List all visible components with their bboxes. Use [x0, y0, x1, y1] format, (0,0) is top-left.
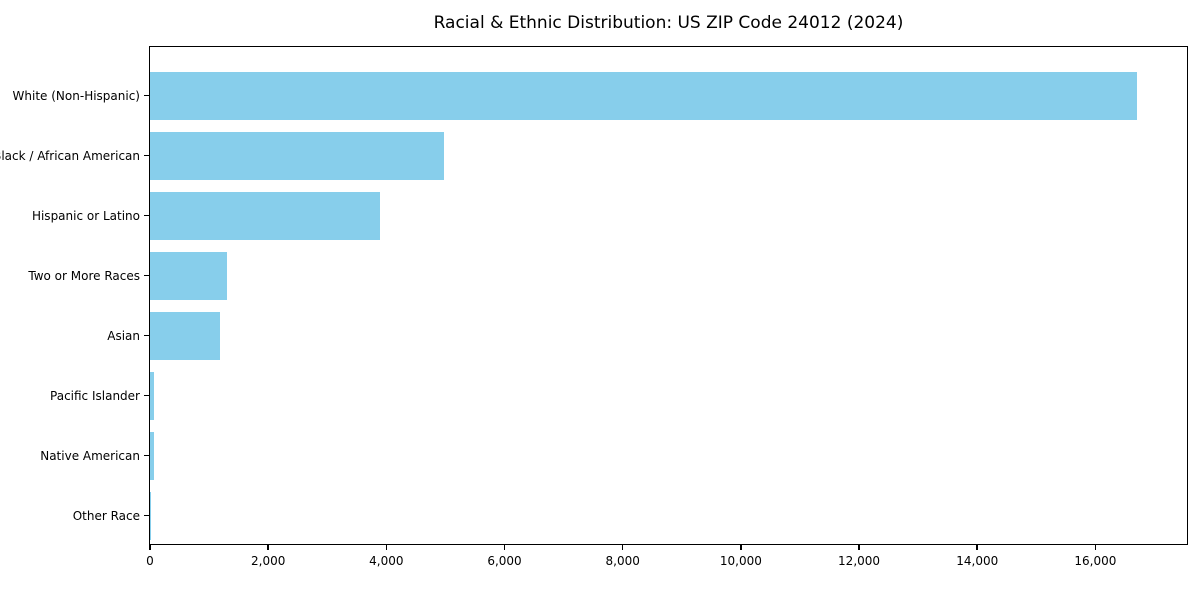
x-tick-label: 2,000	[250, 554, 286, 568]
bar	[150, 491, 151, 540]
bar	[150, 191, 381, 240]
x-tick-label: 6,000	[487, 554, 522, 568]
y-axis-label: Other Race	[72, 508, 140, 523]
bar	[150, 71, 1137, 120]
x-tick-label: 14,000	[956, 554, 999, 568]
x-tick-label: 16,000	[1074, 554, 1117, 568]
x-tick-mark	[976, 544, 978, 550]
y-tick-mark	[144, 334, 150, 337]
y-axis-label: Two or More Races	[28, 268, 140, 283]
x-tick-mark	[149, 544, 151, 550]
x-tick-mark	[267, 544, 269, 550]
y-axis-label: White (Non-Hispanic)	[12, 88, 140, 103]
y-tick-mark	[144, 394, 150, 397]
y-tick-mark	[144, 154, 150, 157]
y-axis-label: Black / African American	[0, 148, 140, 163]
chart-title: Racial & Ethnic Distribution: US ZIP Cod…	[433, 13, 904, 33]
x-tick-label: 12,000	[838, 554, 881, 568]
y-tick-mark	[144, 454, 150, 457]
y-axis-label: Native American	[40, 448, 140, 463]
x-tick-mark	[740, 544, 742, 550]
bar	[150, 311, 220, 360]
x-tick-mark	[858, 544, 860, 550]
y-tick-mark	[144, 94, 150, 97]
bar	[150, 251, 227, 300]
bar	[150, 371, 155, 420]
y-tick-mark	[144, 274, 150, 277]
x-tick-mark	[1094, 544, 1097, 550]
x-tick-mark	[385, 544, 388, 550]
y-axis-label: Hispanic or Latino	[31, 208, 140, 223]
y-tick-mark	[144, 214, 150, 217]
y-tick-mark	[144, 514, 150, 517]
y-axis-label: Pacific Islander	[50, 388, 140, 403]
plot-area: White (Non-Hispanic) Black / African Amer…	[0, 46, 1188, 567]
x-tick-mark	[503, 544, 506, 550]
y-axis-label: Asian	[107, 328, 140, 343]
bar	[150, 431, 154, 480]
x-tick-label: 10,000	[719, 554, 762, 568]
x-tick-label: 4,000	[369, 554, 404, 568]
x-tick-label: 0	[146, 554, 154, 568]
bar	[150, 131, 445, 180]
x-tick-label: 8,000	[605, 554, 640, 568]
x-tick-mark	[621, 544, 624, 550]
